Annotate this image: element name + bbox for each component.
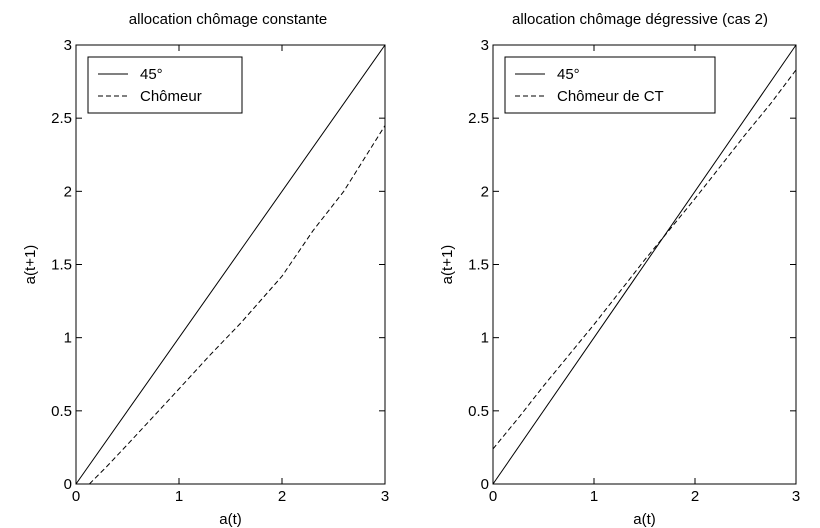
y-tick-label: 0.5 xyxy=(468,403,489,420)
y-axis-label: a(t+1) xyxy=(439,245,456,285)
x-tick-label: 2 xyxy=(278,488,286,505)
y-tick-label: 1.5 xyxy=(51,257,72,274)
x-tick-label: 3 xyxy=(792,488,800,505)
y-tick-label: 0.5 xyxy=(51,403,72,420)
series-line-dashed xyxy=(89,125,386,485)
legend-label: Chômeur xyxy=(140,88,202,105)
y-tick-label: 2 xyxy=(64,183,72,200)
y-tick-label: 3 xyxy=(481,37,489,54)
series-line-solid xyxy=(492,44,797,485)
legend-box xyxy=(87,56,243,114)
x-tick-label: 1 xyxy=(590,488,598,505)
y-tick-label: 0 xyxy=(481,476,489,493)
y-tick-label: 0 xyxy=(64,476,72,493)
y-axis-label: a(t+1) xyxy=(22,245,39,285)
legend-label: 45° xyxy=(140,66,163,83)
chart-title: allocation chômage constante xyxy=(129,11,327,28)
x-tick-label: 1 xyxy=(175,488,183,505)
series-line-dashed xyxy=(492,69,797,450)
chart-panel-left: allocation chômage constante 0 1 2 3 0 0.5 1 1.5… xyxy=(22,11,389,528)
chart-panel-right: allocation chômage dégressive (cas 2) 0 1 2… xyxy=(439,11,800,528)
y-tick-label: 2.5 xyxy=(468,110,489,127)
y-tick-label: 3 xyxy=(64,37,72,54)
legend-label: 45° xyxy=(557,66,580,83)
series-line-solid xyxy=(75,44,386,485)
y-tick-label: 1 xyxy=(64,330,72,347)
x-tick-label: 0 xyxy=(72,488,80,505)
legend-label: Chômeur de CT xyxy=(557,88,664,105)
x-tick-label: 3 xyxy=(381,488,389,505)
chart-title: allocation chômage dégressive (cas 2) xyxy=(512,11,768,28)
y-tick-label: 1 xyxy=(481,330,489,347)
y-tick-label: 2 xyxy=(481,183,489,200)
x-axis-label: a(t) xyxy=(219,511,242,528)
y-tick-label: 2.5 xyxy=(51,110,72,127)
x-tick-label: 2 xyxy=(691,488,699,505)
legend-box xyxy=(504,56,716,114)
x-tick-label: 0 xyxy=(489,488,497,505)
y-tick-label: 1.5 xyxy=(468,257,489,274)
x-axis-label: a(t) xyxy=(633,511,656,528)
